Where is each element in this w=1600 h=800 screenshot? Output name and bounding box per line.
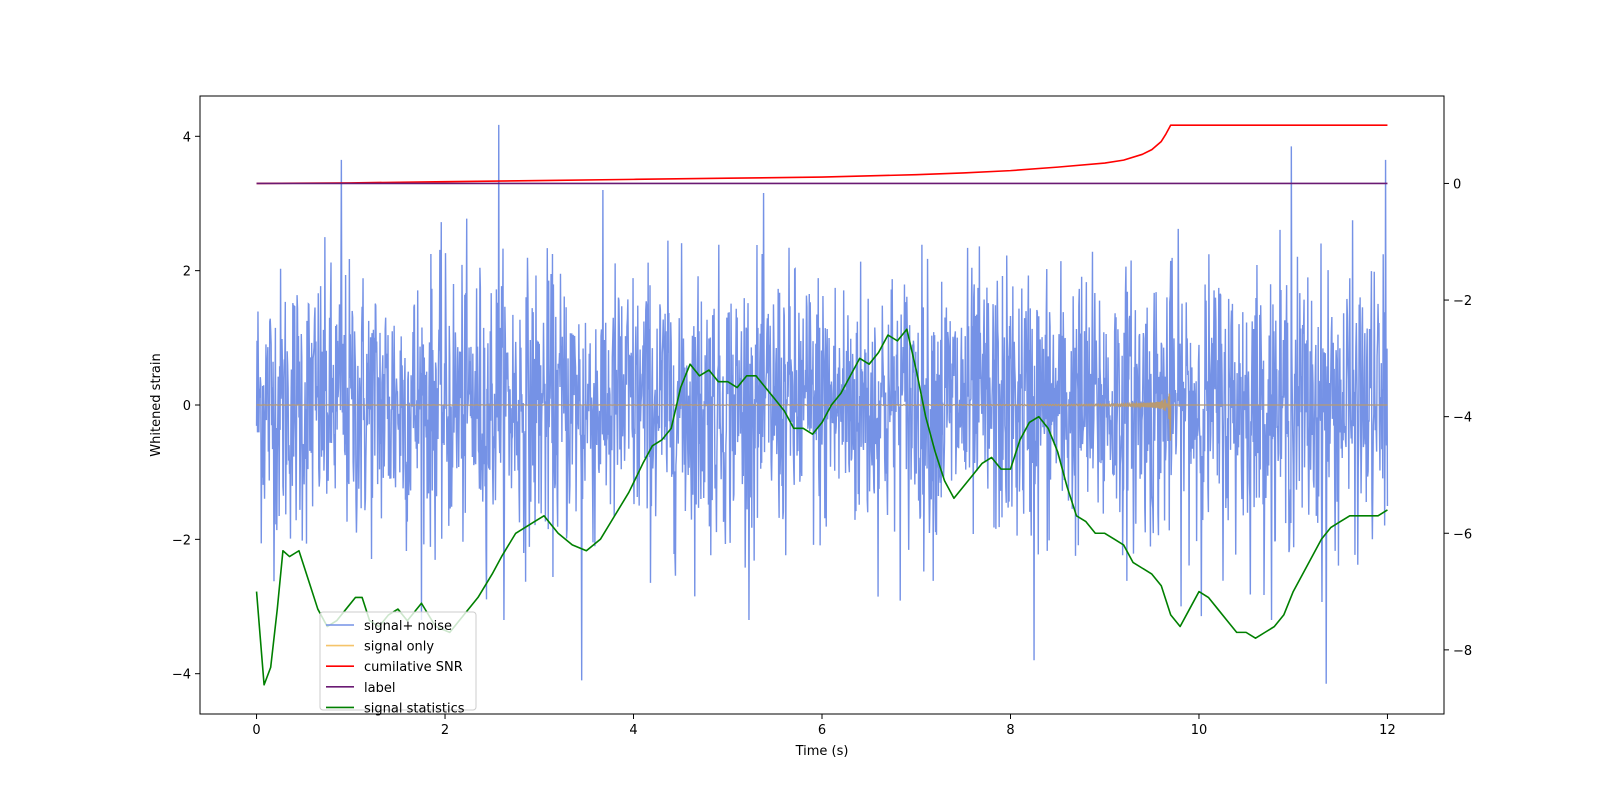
series-signal-only-line [256, 393, 1388, 441]
y-tick-label: 2 [183, 265, 191, 280]
y-tick-label: −2 [172, 533, 191, 548]
legend-entry-label: label [364, 681, 395, 696]
y2-tick-label: 0 [1453, 177, 1461, 192]
series-signal-statistics-line [255, 328, 1388, 686]
y-tick-label: 4 [183, 130, 191, 145]
y2-tick-label: −8 [1453, 644, 1472, 659]
x-tick-label: 12 [1379, 723, 1396, 738]
y-axis-right: −8 −6 −4 −2 0 [1444, 177, 1472, 659]
series-cumulative-snr-line [256, 124, 1388, 185]
legend-entry-label: signal+ noise [364, 619, 452, 634]
x-tick-label: 2 [441, 723, 449, 738]
y-tick-label: −4 [172, 668, 191, 683]
y2-tick-label: −6 [1453, 527, 1472, 542]
x-axis: 0 2 4 6 8 10 12 [252, 714, 1396, 738]
y2-tick-label: −4 [1453, 411, 1472, 426]
x-tick-label: 10 [1191, 723, 1208, 738]
series-layer [255, 124, 1389, 686]
x-tick-label: 4 [629, 723, 637, 738]
x-tick-label: 8 [1006, 723, 1014, 738]
x-axis-label: Time (s) [795, 744, 849, 759]
y-axis-left: −4 −2 0 2 4 [172, 130, 200, 683]
legend-entry-label: cumilative SNR [364, 660, 463, 675]
series-signal-noise-line [255, 124, 1389, 684]
legend-entry-label: signal statistics [364, 701, 465, 716]
y-axis-label: Whitened strain [149, 353, 164, 456]
y-tick-label: 0 [183, 399, 191, 414]
y2-tick-label: −2 [1453, 294, 1472, 309]
legend: signal+ noise signal only cumilative SNR la… [319, 611, 477, 716]
x-tick-label: 6 [818, 723, 826, 738]
x-tick-label: 0 [252, 723, 260, 738]
legend-entry-label: signal only [364, 640, 434, 655]
legend-box [319, 611, 477, 711]
